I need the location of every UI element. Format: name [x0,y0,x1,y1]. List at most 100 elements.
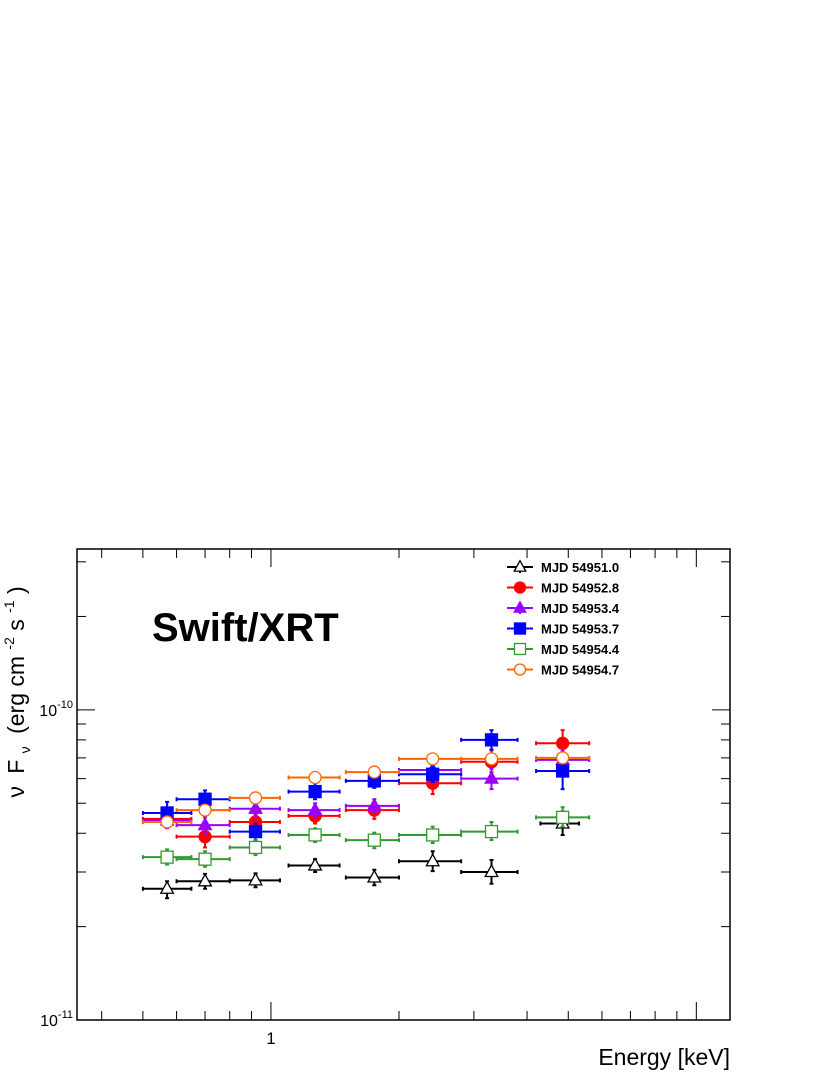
point-marker [366,797,382,812]
data-point [460,729,519,751]
legend-marker [513,663,527,676]
series-5 [141,806,591,868]
point-marker [555,736,570,750]
point-marker [555,810,570,825]
y-axis-f: F [3,760,29,774]
point-marker [425,852,441,867]
point-marker [426,828,440,842]
point-marker [484,770,499,784]
y-axis-title: ν F ν (erg cm -2 s -1 ) [0,586,35,797]
plot-frame [76,548,731,1021]
y-axis-nu: ν [3,786,29,798]
legend-entry: MJD 54954.7 [507,663,619,678]
data-point [397,850,463,873]
point-marker [308,784,322,799]
data-point [287,782,341,801]
legend-label: MJD 54954.4 [541,642,620,657]
legend-label: MJD 54953.4 [541,601,620,616]
legend-label: MJD 54952.8 [541,581,619,596]
data-point [141,880,193,900]
x-tick-label: 1 [266,1029,275,1048]
x-axis-title: Energy [keV] [598,1044,730,1070]
data-point [175,816,231,835]
point-marker [426,752,440,766]
data-point [287,827,341,843]
data-point [460,767,519,791]
y-tick-label: 10-10 [39,699,73,720]
point-marker [484,863,499,878]
point-marker [484,733,499,747]
data-point [535,751,591,765]
data-point [535,754,591,791]
point-marker [248,840,263,855]
y-axis-unit-s: s [3,619,29,631]
point-marker [484,824,499,839]
legend-entry: MJD 54951.0 [507,559,619,575]
point-marker [248,800,263,814]
data-point [287,770,341,785]
point-marker [197,816,213,831]
data-point [287,857,341,874]
point-marker [426,767,440,781]
point-marker [308,828,322,842]
data-point [175,850,231,868]
y-tick-labels: 10-11 10-10 [39,699,73,1030]
data-point [535,806,591,828]
point-marker [248,824,263,839]
data-point [228,872,281,889]
legend-label: MJD 54954.7 [541,663,619,678]
data-point [344,831,400,850]
data-point [460,752,519,766]
chart-annotation: Swift/XRT [152,606,339,650]
point-marker [307,801,323,816]
data-point [228,822,281,842]
legend-label: MJD 54953.7 [541,622,619,637]
data-point [344,797,400,814]
legend-marker [513,622,527,635]
data-point [344,765,400,779]
legend-marker [513,642,527,656]
legend-entry: MJD 54954.4 [507,642,620,657]
y-tick-label: 10-11 [40,1009,73,1030]
data-series [141,729,591,900]
data-point [397,765,463,784]
point-marker [198,852,212,866]
point-marker [248,872,263,886]
series-4 [141,729,591,842]
legend-entry: MJD 54952.8 [507,581,619,596]
point-marker [160,850,174,864]
y-axis-exp1: -2 [1,637,17,650]
point-marker [484,752,499,766]
data-point [175,803,231,817]
point-marker [307,857,323,871]
point-marker [198,803,212,817]
data-point [535,729,591,759]
data-point [228,839,281,857]
data-point [460,820,519,842]
data-point [460,858,519,885]
x-tick-labels: 1 [266,1029,275,1048]
legend-label: MJD 54951.0 [541,560,619,575]
point-marker [367,765,381,779]
point-marker [367,833,381,847]
data-point [141,815,193,829]
data-point [175,827,231,849]
data-point [141,848,193,866]
point-marker [197,873,213,887]
data-point [287,801,341,819]
point-marker [366,869,382,883]
y-axis-unit-close: ) [3,586,29,594]
point-marker [555,751,570,765]
y-axis-f-subscript: ν [17,746,33,753]
point-marker [160,815,174,829]
data-point [344,868,400,887]
point-marker [308,770,322,785]
legend: MJD 54951.0 MJD 54952.8 MJD 54953.4 MJD 549… [507,559,620,678]
y-axis-exp2: -1 [1,600,17,613]
series-6 [141,751,591,829]
legend-entry: MJD 54953.7 [507,622,619,637]
legend-marker [513,559,527,572]
y-axis-unit-open: (erg cm [3,656,29,734]
data-point [397,825,463,845]
